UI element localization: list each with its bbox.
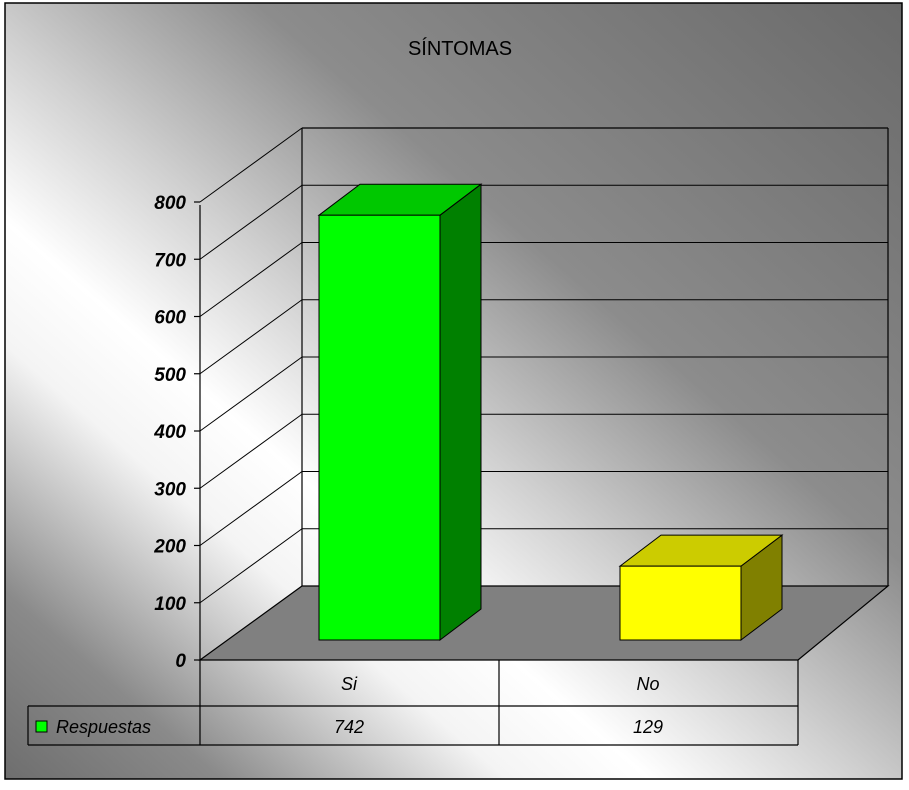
gridline-side <box>199 242 303 317</box>
y-axis: 0 100 200 300 400 500 600 700 800 <box>153 193 200 672</box>
value-label-no: 129 <box>633 717 663 737</box>
y-tick-label: 800 <box>154 193 186 214</box>
y-tick-label: 400 <box>153 422 186 443</box>
data-table <box>27 660 799 746</box>
chart-floor <box>198 585 890 661</box>
gridline-side <box>199 184 303 260</box>
gridline-side <box>199 299 303 375</box>
category-label-no: No <box>636 674 659 694</box>
legend-label-respuestas: Respuestas <box>56 717 151 737</box>
y-tick-label: 100 <box>154 594 186 615</box>
y-tick-label: 0 <box>175 651 186 672</box>
value-label-si: 742 <box>334 717 364 737</box>
y-tick-label: 700 <box>154 250 186 271</box>
bar-front-si <box>318 214 441 641</box>
bars <box>317 183 784 642</box>
y-tick-label: 500 <box>154 365 186 386</box>
bar-no <box>618 534 784 642</box>
gridline-side <box>199 413 303 489</box>
y-tick-label: 200 <box>153 537 186 558</box>
legend-swatch-respuestas <box>35 720 48 733</box>
bar-front-no <box>619 565 742 641</box>
bar-si <box>317 183 483 642</box>
y-tick-label: 600 <box>154 308 186 329</box>
category-label-si: Si <box>341 674 358 694</box>
gridline-side <box>199 528 303 604</box>
y-tick-label: 300 <box>154 479 186 500</box>
gridline-side <box>199 471 303 546</box>
gridline-side <box>199 127 303 203</box>
bar-side-si <box>439 183 482 642</box>
chart-title: SÍNTOMAS <box>408 37 512 60</box>
gridline-side <box>199 356 303 432</box>
